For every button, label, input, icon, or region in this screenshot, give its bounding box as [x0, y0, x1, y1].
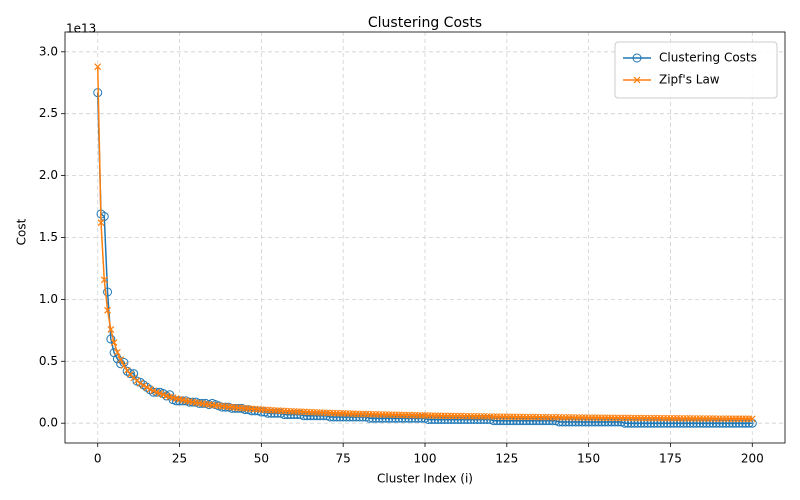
data-point: [656, 418, 666, 428]
data-point: [103, 287, 113, 297]
data-point: [94, 63, 102, 71]
data-point: [623, 418, 633, 428]
legend-label: Zipf's Law: [659, 73, 720, 87]
data-point: [636, 418, 646, 428]
plot-frame: [64, 31, 786, 444]
y-tick-label: 0.5: [39, 354, 58, 368]
data-point: [626, 418, 636, 428]
chart-title: Clustering Costs: [368, 15, 482, 31]
data-point: [665, 418, 675, 428]
x-tick-label: 75: [336, 452, 351, 466]
data-point: [672, 418, 682, 428]
data-point: [142, 382, 152, 392]
data-point: [662, 418, 672, 428]
legend: Clustering Costs Zipf's Law: [614, 41, 778, 99]
data-point: [629, 418, 639, 428]
data-point: [143, 383, 151, 391]
data-point: [110, 339, 118, 347]
x-tick-label: 200: [741, 452, 764, 466]
legend-label: Clustering Costs: [659, 51, 757, 65]
x-tick-label: 125: [495, 452, 518, 466]
legend-marker: [633, 76, 641, 84]
y-tick-label: 0.0: [39, 416, 58, 430]
x-tick-label: 50: [254, 452, 269, 466]
data-point: [646, 418, 656, 428]
y-tick-label: 1.0: [39, 292, 58, 306]
data-point: [125, 369, 135, 379]
y-tick-label: 2.0: [39, 168, 58, 182]
data-point: [136, 379, 144, 387]
data-point: [652, 418, 662, 428]
y-tick-label: 2.5: [39, 106, 58, 120]
y-offset-label: 1e13: [66, 22, 96, 36]
y-axis-label: Cost: [15, 218, 29, 245]
data-point: [633, 418, 643, 428]
data-point: [97, 219, 105, 227]
x-tick-label: 0: [94, 452, 102, 466]
x-tick-label: 100: [414, 452, 437, 466]
data-point: [122, 366, 132, 376]
data-point: [107, 326, 115, 333]
data-point: [140, 382, 147, 389]
data-point: [643, 418, 653, 428]
legend-box: [614, 41, 778, 99]
data-point: [113, 348, 121, 356]
x-tick-label: 175: [659, 452, 682, 466]
x-axis-label: Cluster Index (i): [377, 472, 473, 486]
x-tick-label: 150: [577, 452, 600, 466]
data-point: [620, 418, 630, 428]
data-point: [748, 415, 756, 423]
data-point: [639, 418, 649, 428]
x-tick-label: 25: [172, 452, 187, 466]
legend-marker: [632, 53, 642, 63]
data-point: [106, 334, 116, 344]
data-point: [171, 396, 181, 406]
data-point: [669, 418, 679, 428]
data-point: [135, 377, 145, 387]
data-point: [649, 418, 659, 428]
data-point: [659, 418, 669, 428]
data-point: [117, 356, 125, 364]
y-tick-label: 1.5: [39, 230, 58, 244]
y-tick-label: 3.0: [39, 44, 58, 58]
data-point: [120, 362, 128, 369]
data-point: [104, 306, 111, 314]
data-point: [100, 276, 108, 284]
